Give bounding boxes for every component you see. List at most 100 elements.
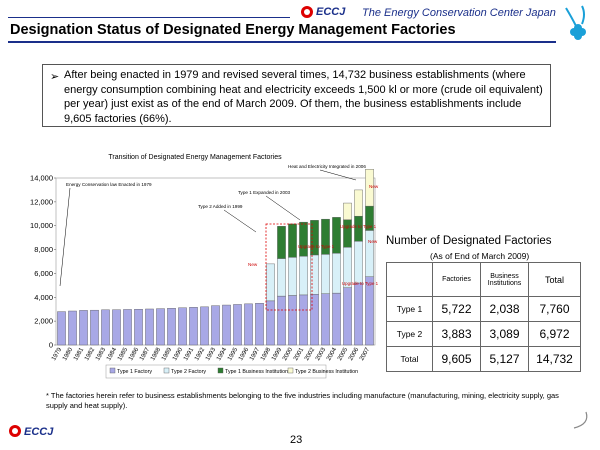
table-row-label: Total xyxy=(386,346,433,372)
bar-segment xyxy=(266,300,275,346)
bar-segment xyxy=(277,258,286,297)
bar-segment xyxy=(266,263,275,302)
table-cell: 6,972 xyxy=(528,321,581,347)
chart-annotation: New xyxy=(248,262,258,267)
chart-y-ticks: 0 2,000 4,000 6,000 8,000 10,000 12,000 14,000 xyxy=(30,174,56,350)
bar-segment xyxy=(321,218,330,255)
bar-segment xyxy=(299,294,308,346)
bar-segment xyxy=(299,255,308,296)
bar-segment xyxy=(365,276,374,346)
chart-annotation: Type 2 Added in 1999 xyxy=(198,204,243,209)
chart-title: Transition of Designated Energy Manageme… xyxy=(108,154,282,161)
bar-segment xyxy=(354,189,363,217)
designated-factories-table: Factories Business Institutions Total Ty… xyxy=(386,262,581,372)
legend-swatch xyxy=(217,367,224,374)
header-logo-text: ECCJ xyxy=(316,6,346,18)
page-number: 23 xyxy=(290,434,303,446)
bar-segment xyxy=(343,287,352,346)
table-cell: 5,722 xyxy=(432,296,481,322)
bar-segment xyxy=(332,217,341,254)
bar-segment xyxy=(299,221,308,257)
eccj-footer-logo-icon xyxy=(9,425,21,437)
chart-annotation: Upgrade to Type 1 xyxy=(342,281,379,286)
table-title: Number of Designated Factories xyxy=(386,235,552,247)
table-cell: 5,127 xyxy=(480,346,529,372)
bar-segment xyxy=(200,306,209,346)
page-title: Designation Status of Designated Energy … xyxy=(10,22,456,38)
y-tick-label: 0 xyxy=(49,341,53,350)
legend-label: Type 2 Business Institution xyxy=(295,369,358,375)
table-row: Type 1 5,722 2,038 7,760 xyxy=(386,296,581,322)
bullet-arrow-icon: ➢ xyxy=(50,71,60,83)
table-cell: 3,883 xyxy=(432,321,481,347)
footer-logo-text: ECCJ xyxy=(24,426,54,438)
organization-name: The Energy Conservation Center Japan xyxy=(362,7,556,19)
bar-segment xyxy=(233,304,242,346)
bar-segment xyxy=(156,308,165,346)
bar-segment xyxy=(343,202,352,220)
table-corner-cell xyxy=(386,262,433,297)
table-cell: 14,732 xyxy=(528,346,581,372)
bar-segment xyxy=(288,295,297,346)
table-header-cell: Total xyxy=(528,262,581,297)
bar-segment xyxy=(123,309,132,346)
header-top-rule xyxy=(8,17,290,18)
y-tick-label: 12,000 xyxy=(30,197,53,206)
bar-segment xyxy=(277,295,286,346)
page-curl-icon xyxy=(573,411,588,429)
table-row: Total 9,605 5,127 14,732 xyxy=(386,346,581,372)
bar-segment xyxy=(321,293,330,346)
chart-annotations: Energy Conservation law Enacted in 1979 T… xyxy=(59,164,379,311)
bar-segment xyxy=(134,309,143,346)
arrow-2006 xyxy=(319,169,357,181)
legend-label: Type 2 Factory xyxy=(171,369,206,375)
bar-segment xyxy=(178,307,187,346)
summary-text: After being enacted in 1979 and revised … xyxy=(64,69,543,125)
legend-box xyxy=(105,364,327,379)
footnote: * The factories herein refer to business… xyxy=(46,391,559,410)
chart-legend: Type 1 Factory Type 2 Factory Type 1 Busin… xyxy=(105,364,358,379)
legend-swatch xyxy=(163,367,170,374)
eccj-logo-icon xyxy=(301,6,313,18)
bar-segment xyxy=(145,308,154,346)
legend-label: Type 1 Business Institution xyxy=(225,369,288,375)
table-header-row: Factories Business Institutions Total xyxy=(386,262,581,297)
legend-swatch xyxy=(109,367,116,374)
bar-segment xyxy=(277,226,286,259)
bar-segment xyxy=(101,309,110,346)
new-bracket xyxy=(265,223,313,311)
bar-segment xyxy=(244,303,253,346)
table-cell: 2,038 xyxy=(480,296,529,322)
table-row-label: Type 1 xyxy=(386,296,433,322)
chart-bars xyxy=(57,169,374,346)
arrow-2003 xyxy=(265,195,301,221)
chart-annotation: Upgrade to Type 1 xyxy=(298,244,335,249)
bar-segment xyxy=(321,254,330,294)
table-header-cell: Business Institutions xyxy=(480,262,529,297)
bar-segment xyxy=(211,305,220,346)
legend-swatch xyxy=(287,367,294,374)
bar-segment xyxy=(288,223,297,258)
chart-annotation: Energy Conservation law Enacted in 1979 xyxy=(66,182,152,187)
table-cell: 3,089 xyxy=(480,321,529,347)
bar-segment xyxy=(79,310,88,346)
bar-segment xyxy=(167,308,176,346)
chart-annotation: New xyxy=(369,184,379,189)
y-tick-label: 8,000 xyxy=(34,245,53,254)
bar-segment xyxy=(90,309,99,346)
y-tick-label: 14,000 xyxy=(30,174,53,183)
chart-annotation: Upgrade to Type 1 xyxy=(340,224,377,229)
legend-label: Type 1 Factory xyxy=(117,369,152,375)
chart-annotation: New xyxy=(368,239,378,244)
chart-annotation: Heat and Electricity Integrated in 2006 xyxy=(288,164,366,169)
table-cell: 9,605 xyxy=(432,346,481,372)
clover-logo-icon xyxy=(565,5,586,40)
table-header-cell: Factories xyxy=(432,262,481,297)
table-row-label: Type 2 xyxy=(386,321,433,347)
bar-segment xyxy=(112,309,121,346)
y-tick-label: 6,000 xyxy=(34,269,53,278)
y-tick-label: 4,000 xyxy=(34,293,53,302)
y-tick-label: 10,000 xyxy=(30,221,53,230)
arrow-1999 xyxy=(223,209,257,233)
bar-segment xyxy=(222,304,231,346)
